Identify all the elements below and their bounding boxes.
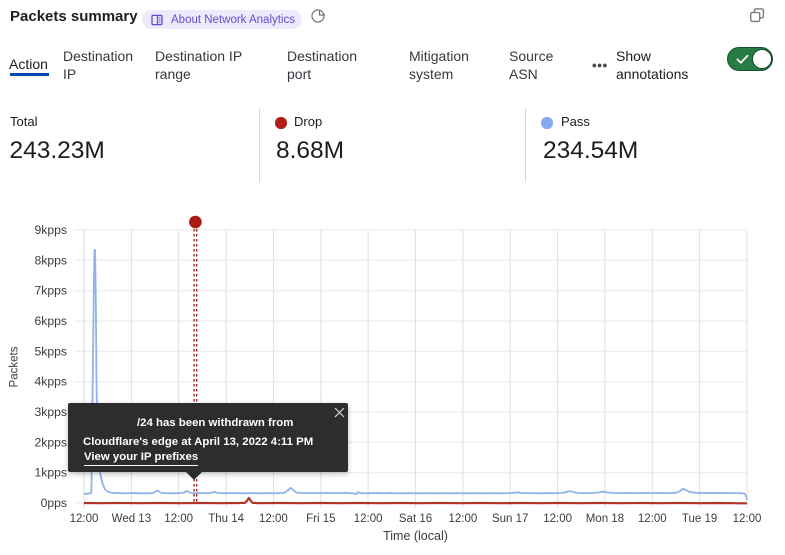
svg-text:2kpps: 2kpps: [34, 435, 67, 449]
svg-text:7kpps: 7kpps: [34, 284, 67, 298]
svg-text:12:00: 12:00: [449, 513, 478, 525]
svg-text:Fri 15: Fri 15: [306, 513, 335, 525]
svg-text:Tue 19: Tue 19: [682, 513, 717, 525]
svg-text:1kpps: 1kpps: [34, 466, 67, 480]
svg-text:9kpps: 9kpps: [34, 223, 67, 237]
svg-text:12:00: 12:00: [733, 513, 762, 525]
svg-text:5kpps: 5kpps: [34, 344, 67, 358]
svg-text:Mon 18: Mon 18: [586, 513, 624, 525]
svg-text:12:00: 12:00: [354, 513, 383, 525]
svg-text:Packets: Packets: [9, 346, 21, 387]
svg-text:6kpps: 6kpps: [34, 314, 67, 328]
svg-text:0pps: 0pps: [41, 496, 67, 510]
svg-text:Wed 13: Wed 13: [112, 513, 151, 525]
svg-text:Sun 17: Sun 17: [492, 513, 528, 525]
svg-text:12:00: 12:00: [638, 513, 667, 525]
svg-text:Time (local): Time (local): [383, 529, 448, 543]
svg-text:12:00: 12:00: [70, 513, 99, 525]
svg-text:12:00: 12:00: [543, 513, 572, 525]
svg-text:3kpps: 3kpps: [34, 405, 67, 419]
svg-text:12:00: 12:00: [164, 513, 193, 525]
svg-text:8kpps: 8kpps: [34, 253, 67, 267]
svg-text:Sat 16: Sat 16: [399, 513, 432, 525]
svg-text:Thu 14: Thu 14: [208, 513, 244, 525]
svg-text:12:00: 12:00: [259, 513, 288, 525]
svg-text:4kpps: 4kpps: [34, 375, 67, 389]
